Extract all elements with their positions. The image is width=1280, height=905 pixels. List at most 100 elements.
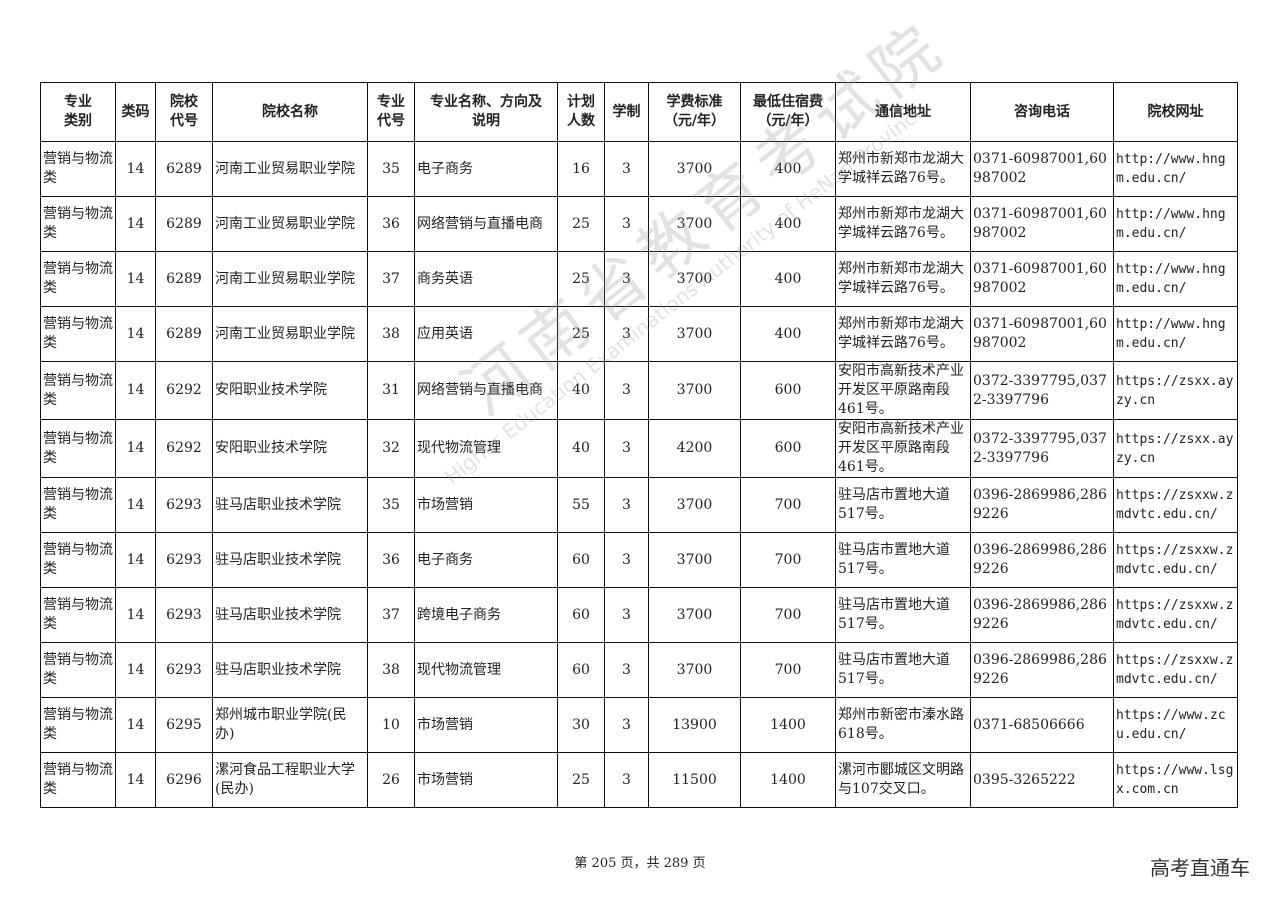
table-cell: 驻马店职业技术学院 bbox=[212, 587, 368, 643]
table-cell: 600 bbox=[740, 419, 836, 478]
table-cell: 0396-2869986,2869226 bbox=[970, 642, 1114, 698]
table-cell: https://zsxxw.zmdvtc.edu.cn/ bbox=[1113, 477, 1238, 533]
table-cell: 市场营销 bbox=[414, 752, 558, 808]
table-cell: 驻马店职业技术学院 bbox=[212, 532, 368, 588]
table-cell: 应用英语 bbox=[414, 306, 558, 362]
table-cell: 36 bbox=[367, 532, 415, 588]
table-cell: 0395-3265222 bbox=[970, 752, 1114, 808]
table-cell: 700 bbox=[740, 642, 836, 698]
table-cell: 26 bbox=[367, 752, 415, 808]
table-cell: 3 bbox=[604, 141, 649, 197]
header-cell: 专业 代号 bbox=[367, 82, 415, 142]
table-row: 营销与物流类 14 6296 漯河食品工程职业大学(民办) 26 市场营销 25 3 11500… bbox=[40, 752, 1238, 808]
brand: 高考直通车 bbox=[1150, 856, 1250, 880]
table-cell: 400 bbox=[740, 196, 836, 252]
table-cell: https://zsxx.ayzy.cn bbox=[1113, 361, 1238, 420]
table-cell: 6289 bbox=[155, 306, 213, 362]
table-cell: 16 bbox=[557, 141, 605, 197]
header-cell: 院校 代号 bbox=[155, 82, 213, 142]
table-cell: 网络营销与直播电商 bbox=[414, 361, 558, 420]
table-cell: 漯河食品工程职业大学(民办) bbox=[212, 752, 368, 808]
table-cell: 0396-2869986,2869226 bbox=[970, 587, 1114, 643]
table-cell: 郑州市新郑市龙湖大学城祥云路76号。 bbox=[835, 306, 971, 362]
table-cell: https://www.lsgx.com.cn bbox=[1113, 752, 1238, 808]
table-cell: 现代物流管理 bbox=[414, 419, 558, 478]
table-cell: 河南工业贸易职业学院 bbox=[212, 306, 368, 362]
table-cell: http://www.hngm.edu.cn/ bbox=[1113, 251, 1238, 307]
table-cell: 网络营销与直播电商 bbox=[414, 196, 558, 252]
table-cell: 营销与物流类 bbox=[40, 642, 116, 698]
table-cell: 河南工业贸易职业学院 bbox=[212, 196, 368, 252]
table-cell: 商务英语 bbox=[414, 251, 558, 307]
table-cell: 25 bbox=[557, 196, 605, 252]
table-cell: 60 bbox=[557, 532, 605, 588]
table-cell: 电子商务 bbox=[414, 532, 558, 588]
table-cell: 0372-3397795,0372-3397796 bbox=[970, 361, 1114, 420]
table-cell: 14 bbox=[115, 361, 156, 420]
table-cell: 0372-3397795,0372-3397796 bbox=[970, 419, 1114, 478]
table-cell: 3 bbox=[604, 697, 649, 753]
header-cell: 专业 类别 bbox=[40, 82, 116, 142]
table-cell: 河南工业贸易职业学院 bbox=[212, 141, 368, 197]
table-cell: https://zsxxw.zmdvtc.edu.cn/ bbox=[1113, 532, 1238, 588]
table-row: 营销与物流类 14 6293 驻马店职业技术学院 36 电子商务 60 3 3700 700 驻马店… bbox=[40, 532, 1238, 588]
table-cell: 6292 bbox=[155, 361, 213, 420]
table-cell: 14 bbox=[115, 141, 156, 197]
header-cell: 类码 bbox=[115, 82, 156, 142]
table-row: 营销与物流类 14 6292 安阳职业技术学院 31 网络营销与直播电商 40 3 3700 60… bbox=[40, 361, 1238, 420]
table-cell: https://zsxxw.zmdvtc.edu.cn/ bbox=[1113, 642, 1238, 698]
table-cell: 600 bbox=[740, 361, 836, 420]
table-cell: 6293 bbox=[155, 477, 213, 533]
table-cell: 3700 bbox=[648, 587, 741, 643]
table-cell: 营销与物流类 bbox=[40, 306, 116, 362]
table-cell: 3 bbox=[604, 587, 649, 643]
table-cell: 3700 bbox=[648, 642, 741, 698]
table-cell: 40 bbox=[557, 419, 605, 478]
table-cell: 11500 bbox=[648, 752, 741, 808]
table-cell: 漯河市郾城区文明路与107交叉口。 bbox=[835, 752, 971, 808]
table-cell: 郑州市新密市溱水路618号。 bbox=[835, 697, 971, 753]
table-cell: 40 bbox=[557, 361, 605, 420]
table-cell: 郑州市新郑市龙湖大学城祥云路76号。 bbox=[835, 196, 971, 252]
table-cell: 3 bbox=[604, 642, 649, 698]
table-cell: 60 bbox=[557, 642, 605, 698]
table-cell: 0396-2869986,2869226 bbox=[970, 532, 1114, 588]
table-cell: 跨境电子商务 bbox=[414, 587, 558, 643]
table-cell: 700 bbox=[740, 532, 836, 588]
table-cell: 营销与物流类 bbox=[40, 532, 116, 588]
table-cell: 10 bbox=[367, 697, 415, 753]
table-row: 营销与物流类 14 6289 河南工业贸易职业学院 35 电子商务 16 3 3700 400 郑州… bbox=[40, 141, 1238, 197]
table-cell: https://www.zcu.edu.cn/ bbox=[1113, 697, 1238, 753]
table-cell: 驻马店市置地大道517号。 bbox=[835, 587, 971, 643]
table-cell: 3700 bbox=[648, 361, 741, 420]
table-cell: 3 bbox=[604, 752, 649, 808]
table-body: 营销与物流类 14 6289 河南工业贸易职业学院 35 电子商务 16 3 3700 400 郑州… bbox=[40, 141, 1238, 808]
table-cell: 4200 bbox=[648, 419, 741, 478]
table-cell: 25 bbox=[557, 752, 605, 808]
table-cell: 6293 bbox=[155, 587, 213, 643]
header-cell: 专业名称、方向及 说明 bbox=[414, 82, 558, 142]
table-cell: 3 bbox=[604, 251, 649, 307]
table-cell: 营销与物流类 bbox=[40, 587, 116, 643]
table-cell: http://www.hngm.edu.cn/ bbox=[1113, 306, 1238, 362]
table-cell: 营销与物流类 bbox=[40, 697, 116, 753]
table-cell: 30 bbox=[557, 697, 605, 753]
table-cell: 安阳职业技术学院 bbox=[212, 419, 368, 478]
table-cell: 38 bbox=[367, 306, 415, 362]
table-cell: 电子商务 bbox=[414, 141, 558, 197]
table-cell: 0371-60987001,60987002 bbox=[970, 251, 1114, 307]
header-cell: 院校网址 bbox=[1113, 82, 1238, 142]
table-cell: http://www.hngm.edu.cn/ bbox=[1113, 196, 1238, 252]
table-cell: 6289 bbox=[155, 141, 213, 197]
table-cell: 营销与物流类 bbox=[40, 419, 116, 478]
table-row: 营销与物流类 14 6292 安阳职业技术学院 32 现代物流管理 40 3 4200 600 安阳… bbox=[40, 419, 1238, 478]
table-cell: 6292 bbox=[155, 419, 213, 478]
table-cell: 郑州城市职业学院(民办) bbox=[212, 697, 368, 753]
table-cell: 14 bbox=[115, 697, 156, 753]
page-number: 第 205 页，共 289 页 bbox=[574, 856, 706, 871]
table-cell: 14 bbox=[115, 532, 156, 588]
table-cell: 郑州市新郑市龙湖大学城祥云路76号。 bbox=[835, 251, 971, 307]
table-cell: 14 bbox=[115, 587, 156, 643]
table-cell: 0371-60987001,60987002 bbox=[970, 196, 1114, 252]
table-cell: 14 bbox=[115, 642, 156, 698]
